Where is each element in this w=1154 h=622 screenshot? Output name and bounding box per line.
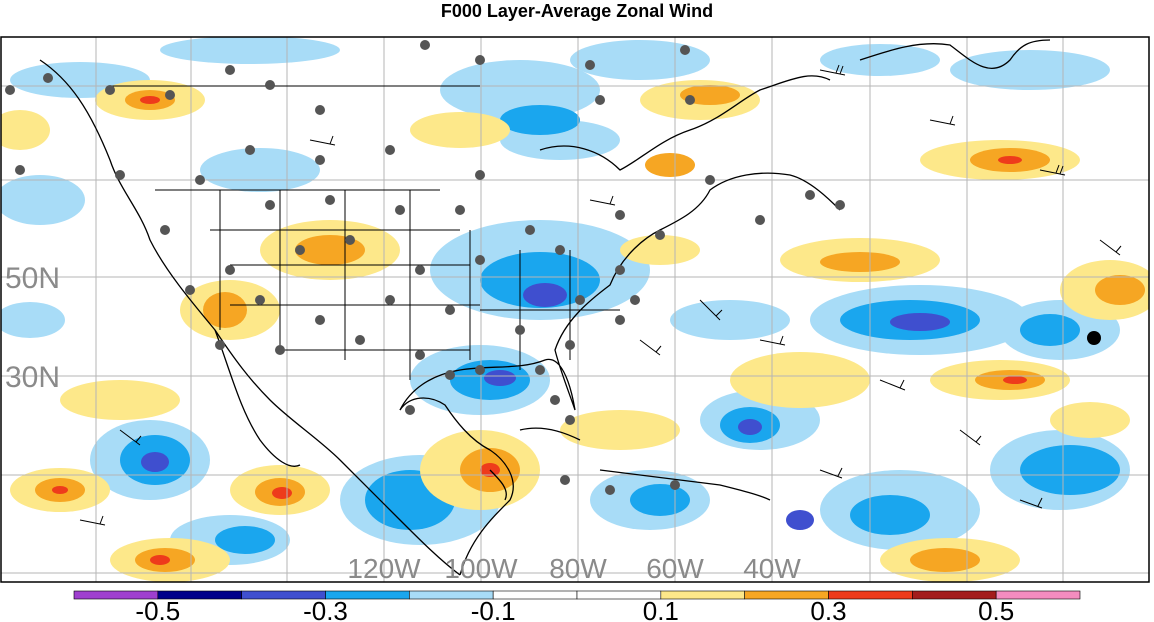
- political-boundaries: [110, 85, 620, 380]
- colorbar-tick-label: 0.5: [978, 596, 1014, 622]
- colorbar-labels: -0.5 -0.3 -0.1 0.1 0.3 0.5: [135, 596, 1014, 622]
- latitude-label: 30N: [5, 361, 60, 394]
- graticule: [1, 37, 1149, 582]
- longitude-label: 80W: [549, 553, 607, 584]
- colorbar-tick-label: 0.3: [810, 596, 846, 622]
- longitude-label: 100W: [444, 553, 518, 584]
- colorbar: [73, 590, 1081, 600]
- latitude-labels: 50N 30N: [5, 262, 60, 394]
- coastlines: [39, 39, 1051, 576]
- latitude-label: 50N: [5, 262, 60, 295]
- longitude-labels: 120W 100W 80W 60W 40W: [347, 553, 801, 584]
- colorbar-swatch: [995, 590, 1081, 600]
- longitude-label: 120W: [347, 553, 421, 584]
- colorbar-tick-label: -0.3: [303, 596, 348, 622]
- observation-stations: [5, 40, 1101, 495]
- wind-barbs: [79, 64, 1122, 526]
- colorbar-tick-label: -0.1: [471, 596, 516, 622]
- chart-title: F000 Layer-Average Zonal Wind: [440, 1, 714, 21]
- colorbar-tick-label: -0.5: [135, 596, 180, 622]
- longitude-label: 40W: [743, 553, 801, 584]
- longitude-label: 60W: [646, 553, 704, 584]
- colorbar-tick-label: 0.1: [643, 596, 679, 622]
- map-frame: [0, 36, 1150, 583]
